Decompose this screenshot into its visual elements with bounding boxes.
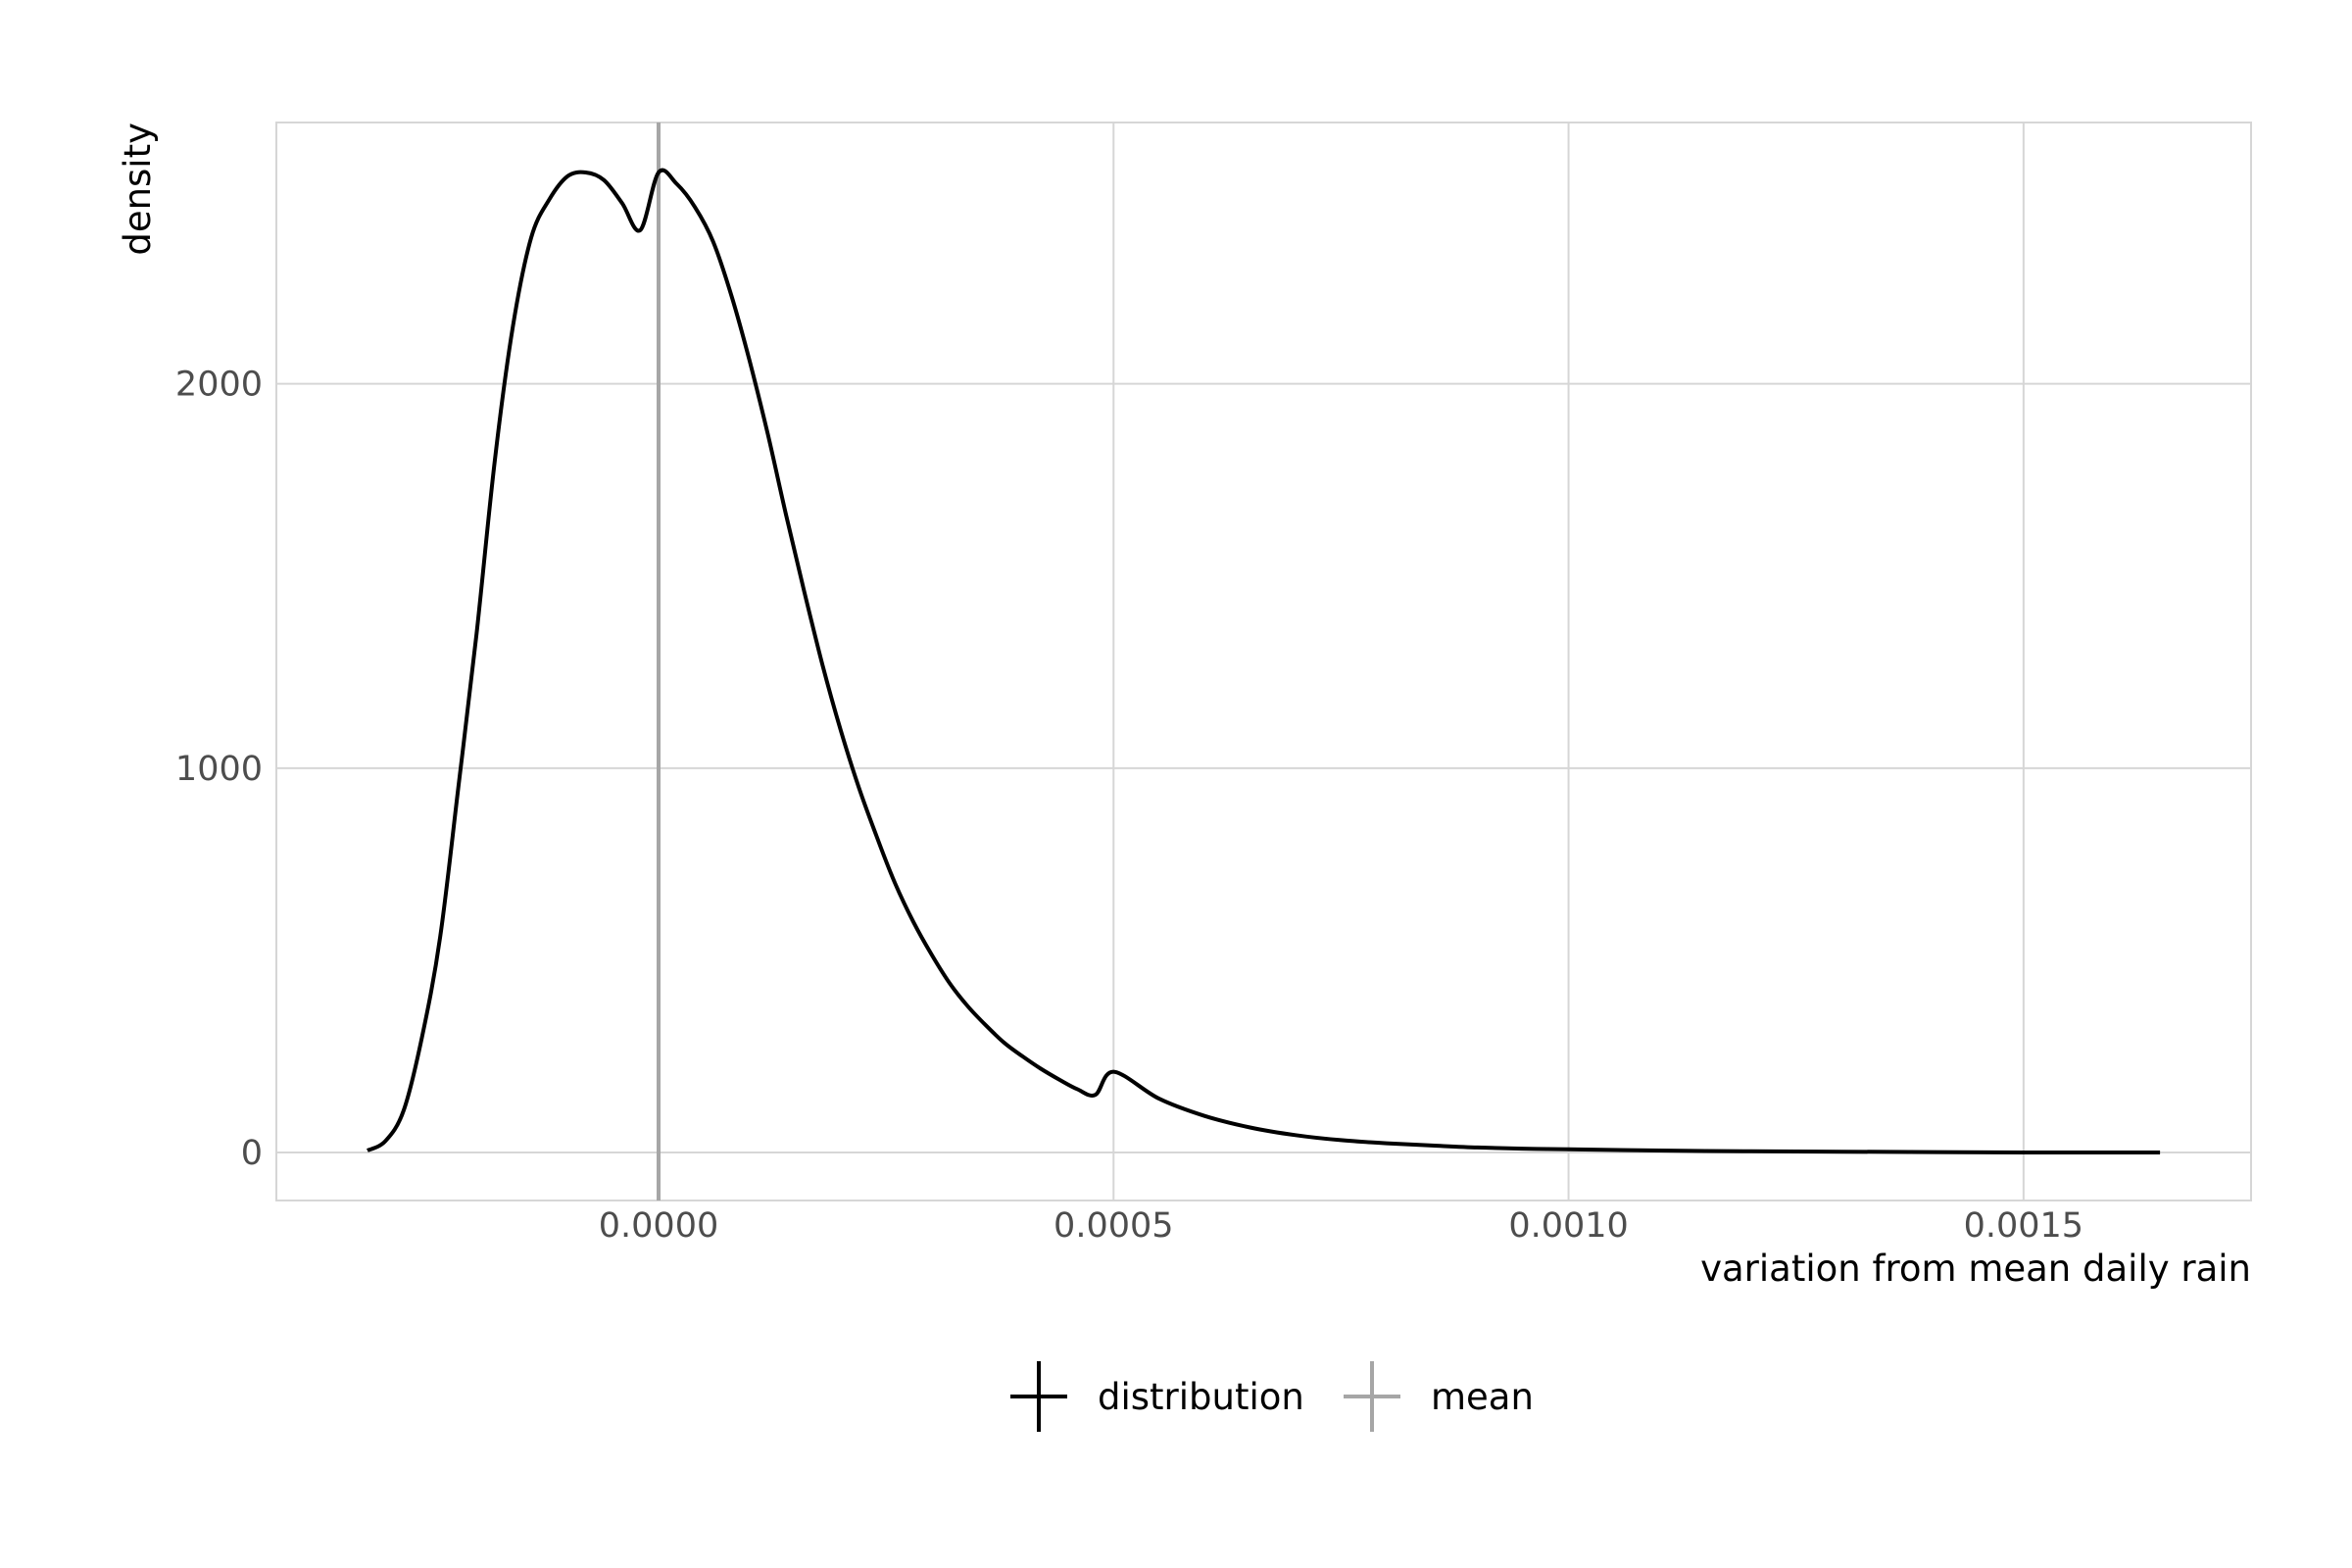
y-axis-title: density	[117, 122, 159, 256]
x-tick-label: 0.0015	[1964, 1206, 2083, 1246]
y-tick-label: 2000	[175, 366, 263, 405]
x-axis-ticks: 0.0000 0.0005 0.0010 0.0015	[599, 1206, 2083, 1246]
y-tick-label: 0	[241, 1134, 263, 1173]
y-tick-label: 1000	[175, 750, 263, 789]
legend: distribution mean	[1010, 1361, 1534, 1432]
grid	[276, 122, 2251, 1200]
x-tick-label: 0.0005	[1054, 1206, 1173, 1246]
legend-key-distribution	[1010, 1361, 1067, 1432]
legend-key-mean	[1344, 1361, 1400, 1432]
distribution-line	[366, 168, 2161, 1155]
x-tick-label: 0.0010	[1508, 1206, 1628, 1246]
plot-panel-border	[275, 122, 2252, 1201]
distribution-series	[366, 168, 2161, 1155]
legend-label-distribution: distribution	[1098, 1376, 1304, 1418]
x-tick-label: 0.0000	[599, 1206, 718, 1246]
x-axis-title: variation from mean daily rain	[1700, 1248, 2251, 1290]
legend-label-mean: mean	[1431, 1376, 1534, 1418]
y-axis-ticks: 0 1000 2000	[175, 366, 263, 1173]
